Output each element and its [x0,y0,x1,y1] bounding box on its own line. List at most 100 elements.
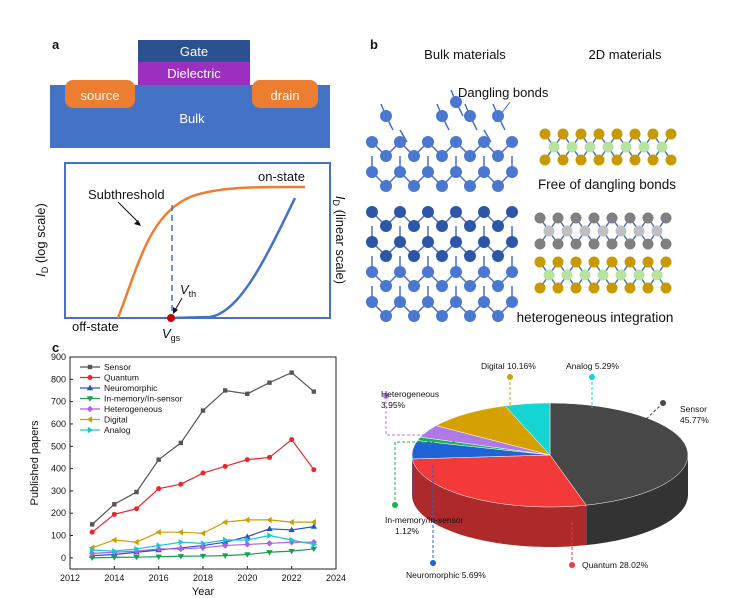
panel-label: c [52,340,59,355]
atom [548,141,560,153]
atom [624,256,636,268]
atom [380,220,392,232]
twod-title: 2D materials [589,47,662,62]
lattices [366,89,677,322]
marker [289,536,295,544]
v: V [162,326,172,341]
percent: 1.12% [395,526,420,536]
marker [311,467,317,473]
atom [651,269,663,281]
pie-label: Analog 5.29% [566,361,619,371]
atom [575,154,587,166]
marker [221,553,229,559]
arrowhead [173,307,178,314]
marker [245,536,251,544]
atom [478,236,490,248]
sub: th [189,289,197,299]
rest: (log scale) [33,203,48,267]
drain-label: drain [271,88,300,103]
percent: 28.02% [617,560,649,570]
atom [366,236,378,248]
source-block [65,80,135,108]
percent: 5.29% [592,361,619,371]
atom [575,128,587,140]
legend-label: Quantum [104,373,139,383]
atom [478,136,490,148]
atom [543,269,555,281]
x-axis-title: Year [192,586,215,598]
atom [436,280,448,292]
sub: gs [171,333,181,343]
y-tick-label: 500 [51,441,66,451]
atom [543,225,555,237]
atom [366,136,378,148]
atom [624,238,636,250]
atom [436,110,448,122]
atom [611,154,623,166]
atom [633,269,645,281]
category: Quantum [582,560,617,570]
atom [422,236,434,248]
legend-marker [87,364,93,370]
pie-label: Quantum 28.02% [582,560,649,570]
panel-label: a [52,37,60,52]
category: Digital [481,361,505,371]
atom [606,212,618,224]
atom [506,266,518,278]
x-tick-label: 2024 [326,573,346,583]
free-label: Free of dangling bonds [538,177,676,192]
legend-marker [87,426,94,434]
marker [266,550,273,556]
marker [288,518,294,526]
atom [660,238,672,250]
atom [629,154,641,166]
linear-curve [169,197,297,320]
atom [450,206,462,218]
y-label-right: ID (linear scale) [331,196,348,284]
atom [450,166,462,178]
atom [579,269,591,281]
atom [394,166,406,178]
atom [464,250,476,262]
leader-dot [660,400,666,406]
marker [200,408,206,413]
atom [552,282,564,294]
leader-dot [383,393,389,399]
gate-label: Gate [180,44,208,59]
atom [394,266,406,278]
percent: 5.69% [459,570,486,580]
atom [561,269,573,281]
atom [450,96,462,108]
marker [134,506,139,512]
atom [656,141,668,153]
leader-dot [507,374,513,380]
marker [222,463,228,469]
legend-label: Sensor [104,362,131,372]
x-tick-label: 2022 [282,573,302,583]
marker [267,380,272,385]
atom [660,282,672,294]
i: I [333,196,348,200]
atom [588,238,600,250]
marker [112,502,117,507]
leader-line [639,402,664,426]
marker [156,457,161,462]
atom [394,236,406,248]
marker [200,540,207,547]
atom [552,238,564,250]
atom [492,180,504,192]
atom [506,206,518,218]
marker [288,526,295,533]
atom [450,236,462,248]
category: Analog [566,361,593,371]
dielectric-label: Dielectric [167,66,221,81]
marker [89,522,95,527]
atom [620,141,632,153]
atom [552,256,564,268]
atom [597,225,609,237]
marker [200,470,206,476]
marker [133,554,140,561]
atom [606,256,618,268]
pie-label: Neuromorphic 5.69% [406,570,486,580]
atom [579,225,591,237]
